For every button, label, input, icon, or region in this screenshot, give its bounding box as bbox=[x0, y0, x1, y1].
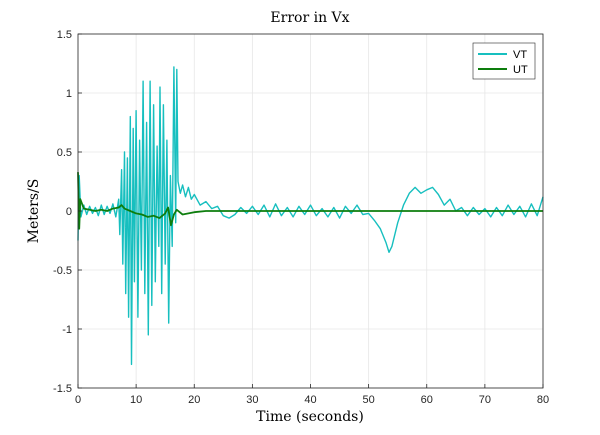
x-tick-label: 10 bbox=[130, 394, 142, 406]
x-tick-label: 50 bbox=[363, 394, 375, 406]
legend-box bbox=[472, 42, 536, 80]
x-tick-label: 80 bbox=[537, 394, 549, 406]
x-tick-label: 40 bbox=[304, 394, 316, 406]
axis-ticks: 0 10 20 30 40 50 60 70 80 1.5 1 0.5 0 -0.5 -1 -1.5 bbox=[53, 29, 549, 406]
y-tick-label: 0 bbox=[66, 206, 72, 218]
x-tick-label: 0 bbox=[75, 394, 81, 406]
x-axis-label: Time (seconds) bbox=[256, 409, 364, 425]
chart-title: Error in Vx bbox=[270, 10, 349, 26]
x-tick-label: 60 bbox=[421, 394, 433, 406]
legend-label-vt: VT bbox=[513, 49, 527, 61]
plot-lines bbox=[77, 66, 544, 366]
legend: VT UT bbox=[472, 42, 536, 80]
x-tick-label: 30 bbox=[246, 394, 258, 406]
y-tick-label: -1 bbox=[62, 324, 72, 336]
series-line-ut bbox=[77, 172, 543, 230]
y-tick-label: 1.5 bbox=[57, 29, 72, 41]
y-tick-label: -1.5 bbox=[53, 383, 72, 395]
series-line-vt bbox=[77, 66, 544, 366]
x-tick-label: 20 bbox=[188, 394, 200, 406]
y-tick-label: 1 bbox=[66, 88, 72, 100]
y-axis-label: Meters/S bbox=[26, 179, 42, 244]
legend-label-ut: UT bbox=[513, 64, 528, 76]
y-tick-label: -0.5 bbox=[53, 265, 72, 277]
y-tick-label: 0.5 bbox=[57, 147, 72, 159]
x-tick-label: 70 bbox=[479, 394, 491, 406]
